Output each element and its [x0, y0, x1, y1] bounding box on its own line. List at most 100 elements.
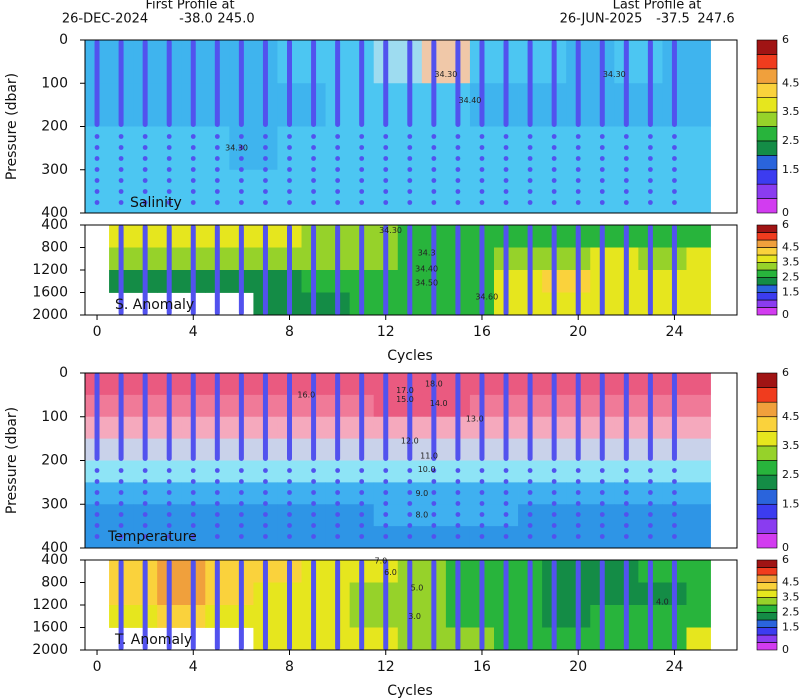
- profile-dot: [383, 501, 389, 506]
- heat-cell: [325, 126, 375, 171]
- colorbar-label: 3.5: [782, 591, 800, 604]
- profile-dot: [359, 189, 365, 194]
- y-tick-label: 2000: [32, 307, 68, 323]
- colorbar-box: [756, 299, 778, 308]
- heat-cell: [638, 270, 687, 293]
- heat-cell: [445, 560, 495, 583]
- profile-dot: [383, 167, 389, 172]
- heat-cell: [157, 605, 206, 628]
- heat-cell: [277, 526, 326, 549]
- profile-dot: [190, 479, 196, 484]
- heat-cell: [181, 126, 230, 171]
- y-tick-label: 0: [59, 365, 68, 381]
- profile-dot: [166, 145, 172, 150]
- profile-dot: [575, 512, 581, 517]
- heat-cell: [325, 526, 375, 549]
- profile-dot: [431, 178, 437, 183]
- heat-cell: [614, 526, 663, 549]
- profile-dot: [479, 134, 485, 139]
- heat-cell: [421, 126, 471, 171]
- heat-cell: [469, 169, 519, 214]
- profile-dot: [455, 490, 461, 495]
- heat-cell: [301, 627, 351, 651]
- heat-cell: [205, 247, 254, 271]
- profile-dot: [455, 156, 461, 161]
- profile-dot: [503, 145, 509, 150]
- profile-dot: [335, 490, 341, 495]
- colorbar-label: 6: [782, 366, 789, 379]
- profile-dot: [479, 189, 485, 194]
- heat-cell: [253, 292, 302, 316]
- heat-cell: [590, 270, 639, 293]
- profile-dot: [335, 512, 341, 517]
- profile-dot: [647, 479, 653, 484]
- profile-dot: [214, 490, 220, 495]
- profile-dot: [335, 189, 341, 194]
- profile-dot: [551, 512, 557, 517]
- profile-dot: [238, 167, 244, 172]
- heat-cell: [566, 460, 615, 483]
- heat-cell: [85, 416, 134, 440]
- heat-cell: [325, 83, 375, 127]
- profile-dot: [551, 145, 557, 150]
- profile-dot: [599, 189, 605, 194]
- profile-dot: [359, 534, 365, 539]
- profile-dot: [263, 167, 268, 172]
- y-tick-label: 1200: [32, 597, 68, 613]
- heat-cell: [325, 169, 375, 214]
- heat-cell: [469, 126, 519, 171]
- profile-dot: [118, 479, 124, 484]
- profile-dot: [575, 468, 581, 473]
- heat-cell: [445, 270, 495, 293]
- profile-dot: [335, 479, 341, 484]
- heat-cell: [590, 560, 639, 583]
- profile-dot: [214, 189, 220, 194]
- heat-cell: [301, 292, 351, 316]
- heat-cell: [85, 394, 134, 418]
- profile-dot: [479, 490, 485, 495]
- profile-dot: [238, 468, 244, 473]
- heat-cell: [109, 225, 158, 248]
- profile-dot: [142, 501, 148, 506]
- x-tick-label: 16: [473, 659, 491, 675]
- colorbar-box: [756, 224, 778, 233]
- profile-dot: [647, 167, 653, 172]
- profile-dot: [623, 534, 629, 539]
- profile-dot: [166, 534, 172, 539]
- colorbar-box: [756, 269, 778, 278]
- profile-dot: [214, 479, 220, 484]
- heat-cell: [542, 627, 591, 651]
- heat-cell: [518, 482, 567, 505]
- heat-cell: [397, 225, 447, 248]
- colorbar-box: [756, 589, 778, 598]
- profile-dot: [94, 512, 100, 517]
- profile-dot: [311, 178, 316, 183]
- profile-dot: [623, 156, 629, 161]
- profile-dot: [190, 134, 196, 139]
- heat-cell: [686, 605, 711, 628]
- profile-dot: [214, 167, 220, 172]
- colorbar-box: [756, 503, 778, 520]
- profile-dot: [214, 534, 220, 539]
- profile-dot: [190, 490, 196, 495]
- profile-dot: [527, 501, 533, 506]
- heat-cell: [229, 460, 278, 483]
- y-tick-label: 2000: [32, 642, 68, 658]
- profile-dot: [479, 479, 485, 484]
- profile-dot: [503, 189, 509, 194]
- y-tick-label: 300: [41, 162, 68, 178]
- heat-cell: [181, 504, 230, 527]
- profile-dot: [479, 167, 485, 172]
- heat-cell: [253, 247, 302, 271]
- profile-dot: [672, 200, 677, 205]
- profile-dot: [287, 523, 292, 528]
- profile-dot: [575, 178, 581, 183]
- y-axis-label: Pressure (dbar): [4, 407, 20, 514]
- x-tick-label: 16: [473, 324, 491, 340]
- profile-dot: [431, 156, 437, 161]
- profile-dot: [94, 468, 100, 473]
- heat-cell: [638, 560, 687, 583]
- profile-dot: [503, 178, 509, 183]
